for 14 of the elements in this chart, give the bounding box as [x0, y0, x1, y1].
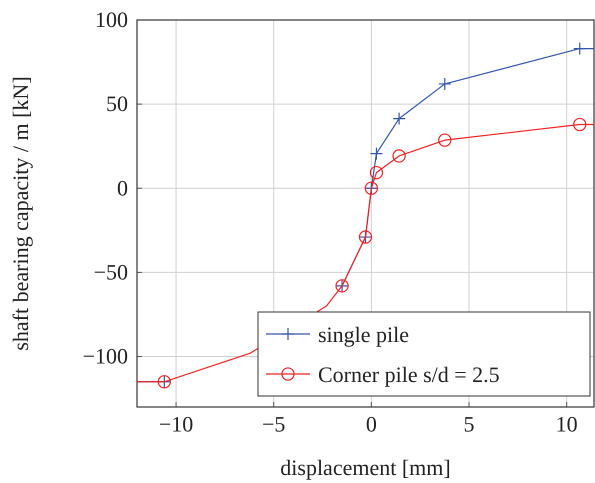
- y-tick-label: −50: [94, 259, 128, 284]
- x-tick-label: 5: [464, 412, 475, 437]
- y-tick-label: 0: [117, 175, 128, 200]
- y-tick-label: −100: [82, 344, 128, 369]
- x-tick-label: −10: [158, 412, 194, 437]
- y-axis-title: shaft bearing capacity / m [kN]: [8, 76, 33, 351]
- y-tick-label: 100: [95, 7, 128, 32]
- legend-label: single pile: [318, 322, 410, 347]
- x-tick-label: 10: [556, 412, 578, 437]
- x-tick-label: 0: [366, 412, 377, 437]
- x-tick-label: −5: [262, 412, 286, 437]
- legend-label: Corner pile s/d = 2.5: [318, 362, 500, 387]
- x-axis-title: displacement [mm]: [280, 455, 451, 480]
- y-tick-label: 50: [106, 91, 128, 116]
